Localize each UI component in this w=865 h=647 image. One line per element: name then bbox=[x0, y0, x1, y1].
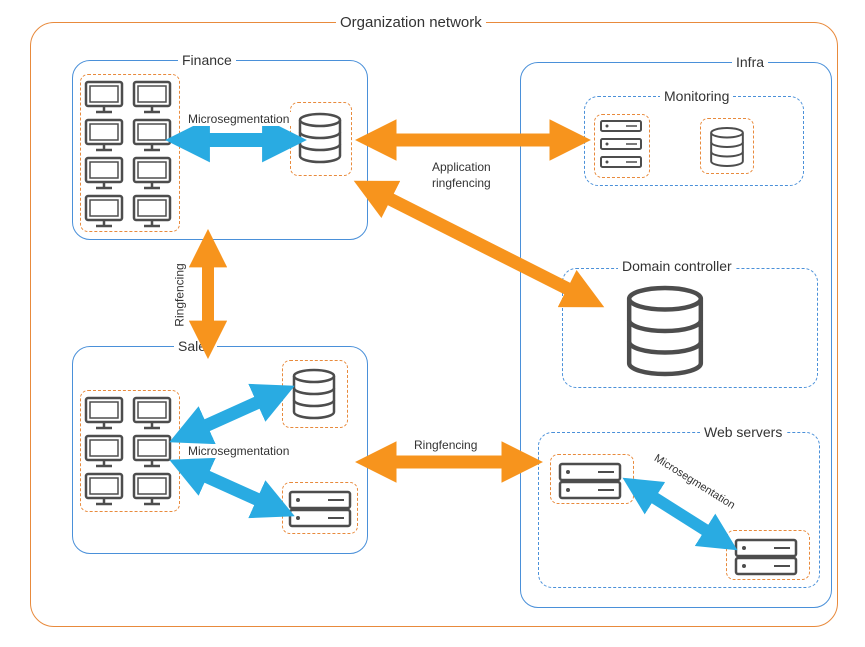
arrows-layer bbox=[0, 0, 865, 647]
ringfencing-label: ringfencing bbox=[428, 176, 495, 190]
microsegmentation-label: Microsegmentation bbox=[184, 112, 293, 126]
application-label: Application bbox=[428, 160, 495, 174]
ringfencing-vertical-label: Ringfencing bbox=[173, 259, 187, 330]
ringfencing-label: Ringfencing bbox=[410, 438, 481, 452]
microsegmentation-label: Microsegmentation bbox=[184, 444, 293, 458]
